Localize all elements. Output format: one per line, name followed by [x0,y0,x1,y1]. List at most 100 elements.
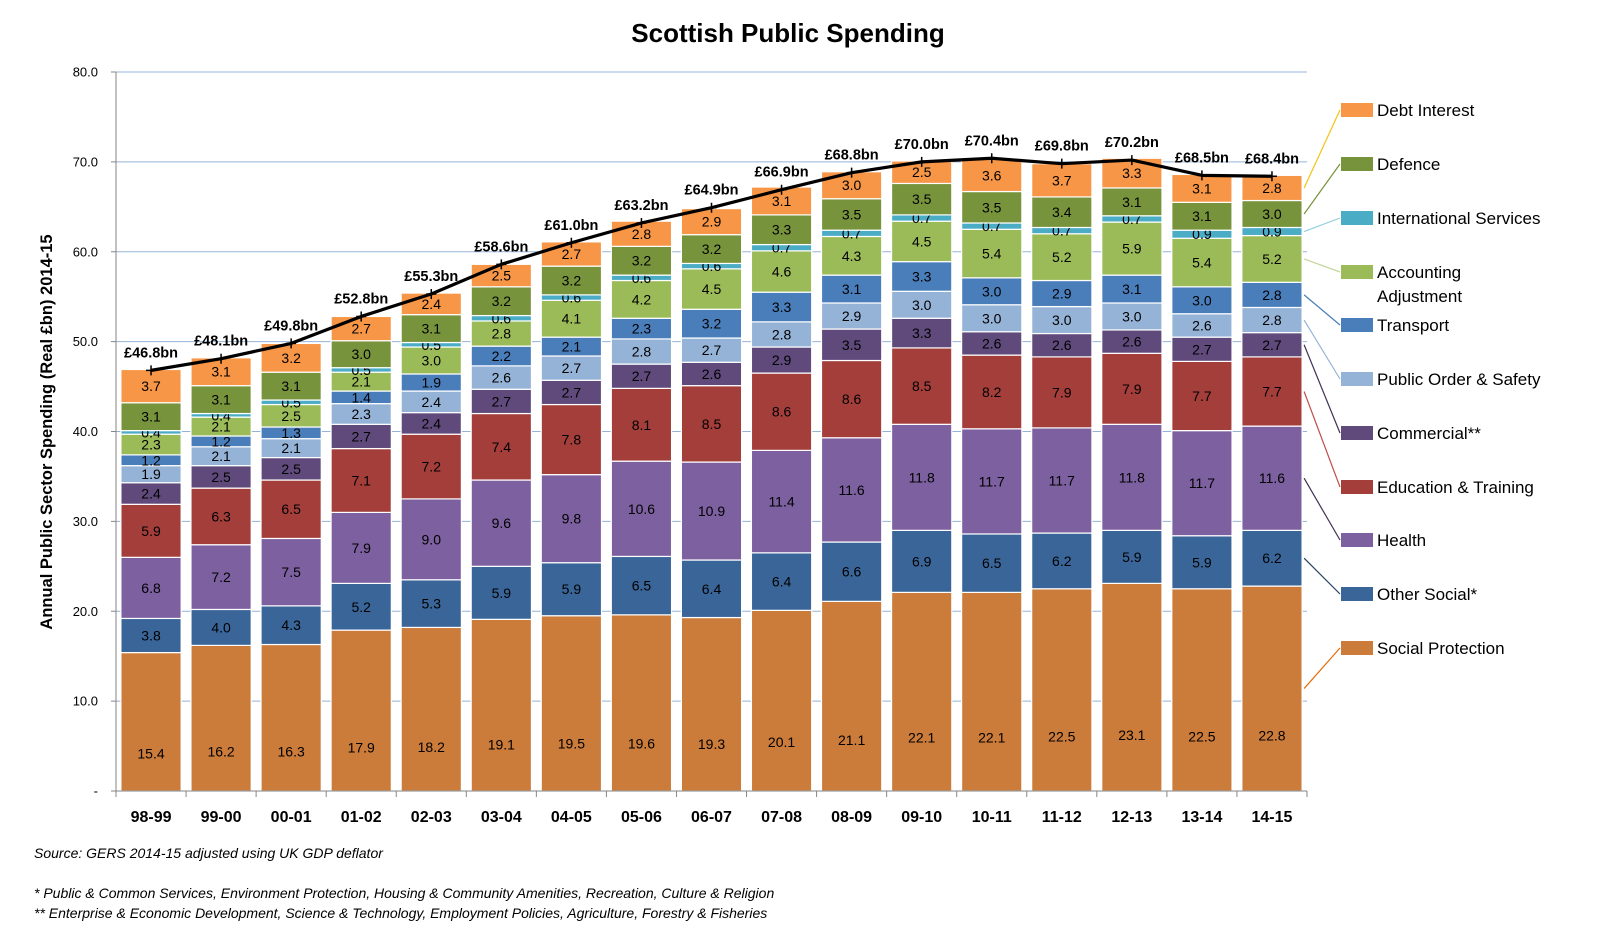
data-label: 2.5 [211,469,231,485]
legend-label: Defence [1377,155,1440,174]
source-note: Source: GERS 2014-15 adjusted using UK G… [34,845,383,861]
bar-segment [260,537,322,607]
data-label: 3.6 [982,167,1002,183]
total-label: £48.1bn [194,334,248,350]
data-label: 6.2 [1262,550,1282,566]
data-label: 2.1 [281,440,301,456]
bar-segment [540,403,603,476]
bar-segment [610,387,673,462]
legend-leader-line [1303,217,1341,233]
data-label: 4.1 [562,311,582,327]
data-label: 3.1 [1192,208,1212,224]
data-label: 2.4 [422,415,442,431]
bar-segment [610,338,673,365]
total-line: £46.8bn £48.1bn £49.8bn £52.8bn £55.3bn £58.6… [124,133,1299,376]
bar-segment [1171,535,1233,590]
bar-segment [1031,356,1093,429]
data-label: 3.0 [912,297,932,313]
y-tick-label: 50.0 [73,334,98,349]
data-label: 2.8 [1262,180,1282,196]
bar-stacks: 15.4 16.2 16.3 17.9 18.2 19.1 19.5 19.6 19.3 20.1… [120,157,1303,792]
data-label: 1.3 [281,425,301,441]
chart-title: Scottish Public Spending [631,18,944,48]
legend-label: Debt Interest [1377,101,1475,120]
data-label: 18.2 [418,739,445,755]
legend-leader-line [1303,163,1341,215]
x-tick-label: 11-12 [1042,809,1082,826]
legend-label: International Services [1377,209,1540,228]
bar-segment [680,559,743,619]
bar-segment [120,617,182,654]
bar-segment [540,474,603,564]
data-label: 8.6 [772,404,792,420]
x-tick-label: 08-09 [831,809,872,826]
y-tick-label: 40.0 [73,424,98,439]
data-label: 5.9 [1122,549,1142,565]
legend-swatch [1341,641,1373,655]
data-label: 11.4 [768,494,794,510]
legend-label: Other Social* [1377,585,1478,604]
data-label: 4.5 [702,281,722,297]
data-label: 6.2 [1052,553,1072,569]
bar-segment [1031,532,1093,590]
legend-item-health: Health [1303,477,1426,550]
data-label: 2.5 [492,268,512,284]
legend-item-education-training: Education & Training [1303,391,1534,497]
y-axis-title: Annual Public Sector Spending (Real £bn)… [38,234,56,629]
total-marker [496,259,507,270]
legend-leader-line [1303,477,1341,541]
data-label: 8.5 [912,378,932,394]
data-label: 3.8 [141,628,161,644]
data-label: 4.2 [632,291,652,307]
data-label: 7.9 [1122,381,1142,397]
data-label: 20.1 [768,734,795,750]
total-marker [776,184,787,195]
data-label: 2.6 [1122,334,1142,350]
bar-segment [750,214,813,246]
bar-segment [820,274,883,304]
legend-item-social-protection: Social Protection [1303,639,1505,689]
data-label: 2.7 [562,246,582,262]
x-tick-label: 13-14 [1181,809,1222,826]
data-label: 2.6 [1052,337,1072,353]
data-label: 11.8 [1119,469,1145,485]
bar-segment [400,626,462,792]
footnote-other-social: * Public & Common Services, Environment … [34,885,775,901]
total-marker [1196,170,1207,181]
bar-segment [470,618,533,792]
data-label: 2.1 [351,374,371,390]
bar-segment [540,615,603,792]
y-tick-label: 10.0 [73,694,98,709]
legend-swatch [1341,587,1373,601]
series-social-protection: 15.4 16.2 16.3 17.9 18.2 19.1 19.5 19.6 19.3 20.1… [120,582,1303,792]
y-tick-label: 70.0 [73,154,98,169]
total-marker [986,153,997,164]
data-label: 19.1 [488,737,515,753]
total-marker [1126,155,1137,166]
bar-segment [820,600,883,792]
bar-segment [890,182,953,216]
bar-segment [1101,352,1163,425]
bar-segment [1101,302,1163,331]
bar-segment [680,308,743,339]
data-label: 2.6 [492,370,512,386]
bar-segment [1171,237,1233,288]
data-label: 3.5 [982,199,1002,215]
total-marker [636,217,647,228]
bar-segment [750,609,813,792]
x-tick-label: 10-11 [972,809,1012,826]
data-label: 3.1 [842,281,862,297]
data-label: 22.8 [1258,728,1285,744]
total-marker [1266,171,1277,182]
y-tick-label: 80.0 [73,65,98,80]
bar-segment [750,346,813,374]
data-label: 3.7 [1052,172,1072,188]
bar-segment [330,447,392,513]
data-label: 2.1 [211,448,231,464]
bar-segment [1241,332,1303,358]
data-label: 4.3 [842,248,862,264]
bar-segment [1171,430,1233,537]
bar-segment [820,541,883,602]
data-label: 2.4 [422,296,442,312]
bar-segment [1101,274,1163,304]
